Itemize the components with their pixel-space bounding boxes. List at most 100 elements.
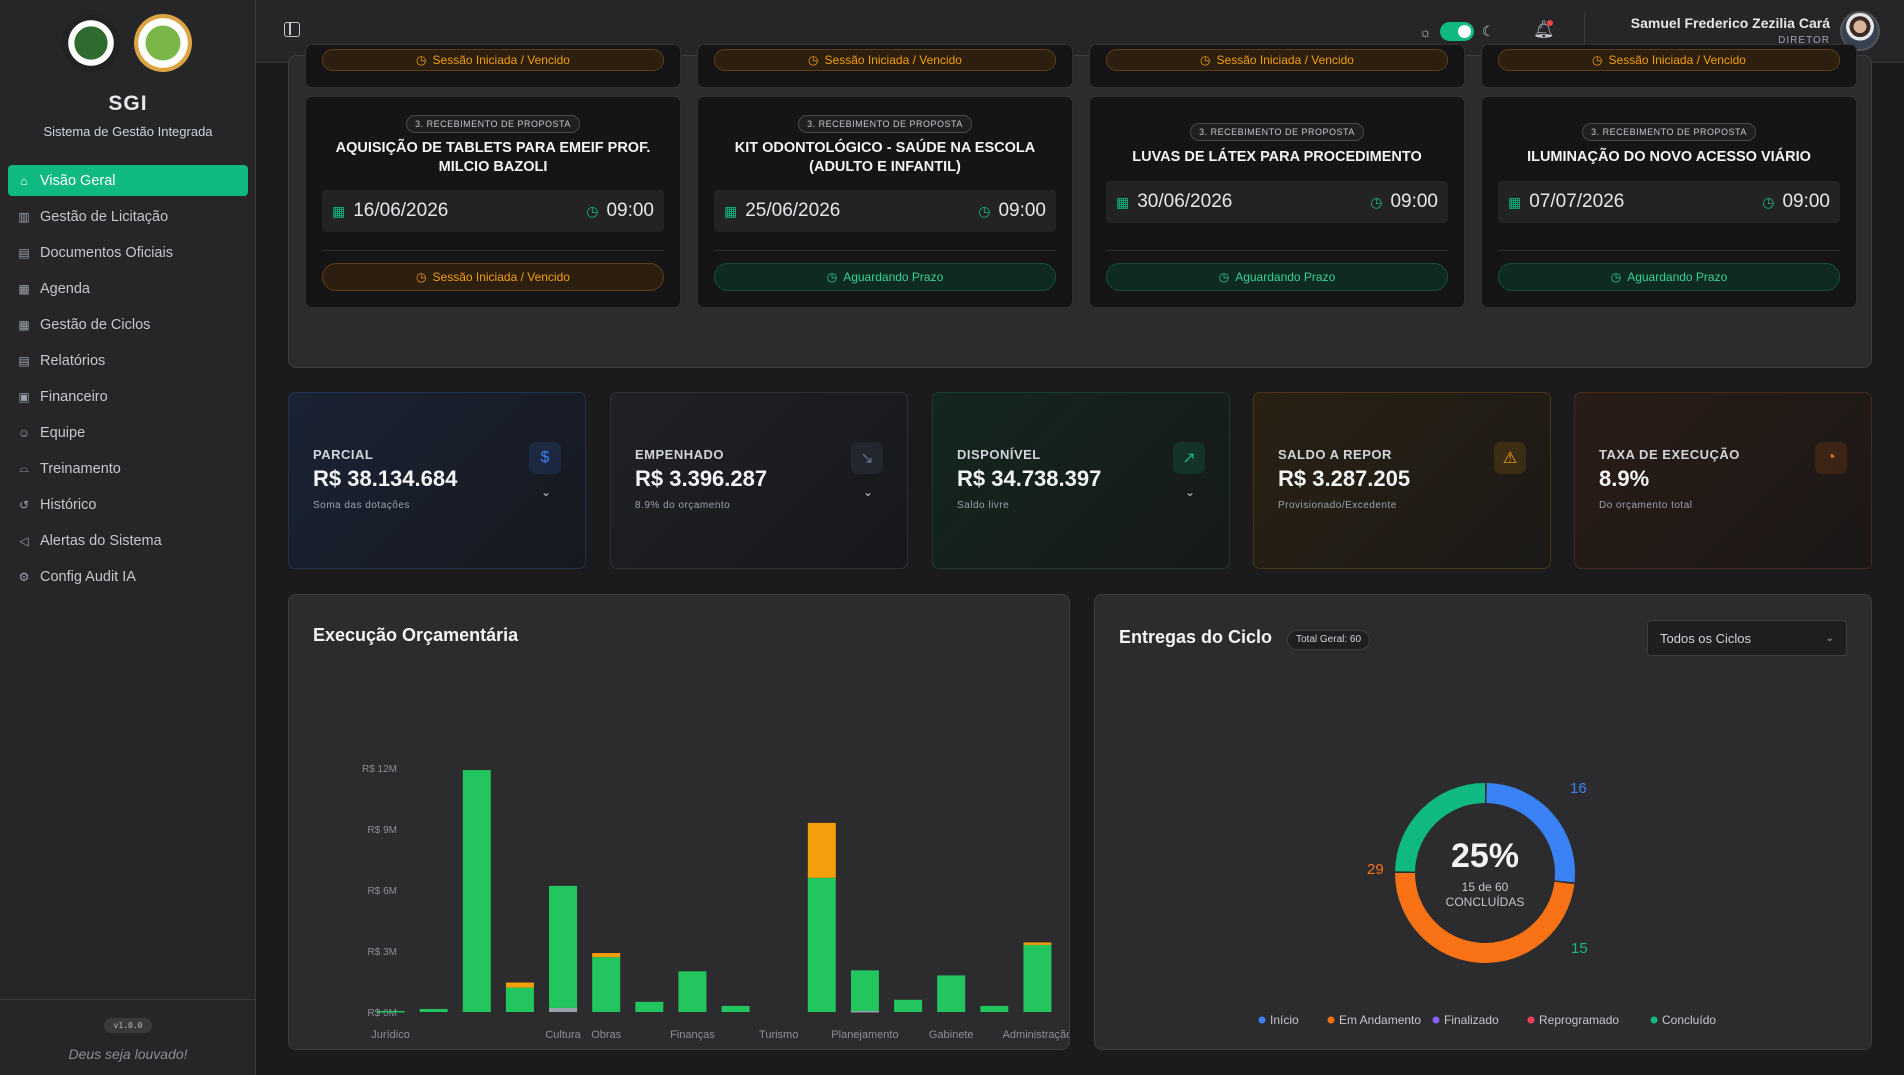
sidebar-item-1[interactable]: ▥ Gestão de Licitação	[8, 201, 248, 232]
divider	[1498, 250, 1840, 251]
slice-value-label: 29	[1367, 861, 1384, 878]
sidebar-item-3[interactable]: ▦ Agenda	[8, 273, 248, 304]
date-text: 07/07/2026	[1529, 191, 1625, 212]
sidebar-item-10[interactable]: ◁ Alertas do Sistema	[8, 525, 248, 556]
session-card[interactable]: 3. RECEBIMENTO DE PROPOSTA AQUISIÇÃO DE T…	[305, 96, 681, 308]
session-card[interactable]: 3. RECEBIMENTO DE PROPOSTA ILUMINAÇÃO DO …	[1481, 96, 1857, 308]
legend-label[interactable]: Reprogramado	[1539, 1013, 1619, 1027]
bar-disponível[interactable]	[721, 1005, 750, 1012]
bar-disponível[interactable]	[1023, 944, 1052, 1012]
sidebar-item-label: Gestão de Ciclos	[40, 316, 151, 333]
stat-card-dispon-vel[interactable]: DISPONÍVEL R$ 34.738.397 Saldo livre ↗ ⌄	[932, 392, 1230, 569]
bar-a-repor[interactable]	[807, 822, 836, 878]
phase-text: 3. RECEBIMENTO DE PROPOSTA	[1190, 123, 1364, 141]
bar-disponível[interactable]	[462, 770, 491, 1012]
stat-subtitle: Provisionado/Excedente	[1278, 500, 1397, 511]
chart-icon: ▥	[18, 209, 30, 224]
deliveries-panel: Entregas do Ciclo Total Geral: 60 Todos …	[1094, 594, 1872, 1050]
sidebar-item-9[interactable]: ↺ Histórico	[8, 489, 248, 520]
sidebar-item-4[interactable]: ▦ Gestão de Ciclos	[8, 309, 248, 340]
city-crest-logo	[62, 14, 120, 72]
status-text: Aguardando Prazo	[1627, 270, 1728, 284]
graduation-icon: ⌓	[19, 461, 29, 475]
bar-disponível[interactable]	[419, 1008, 448, 1012]
x-tick-label: Gabinete	[929, 1029, 974, 1041]
stat-card-empenhado[interactable]: EMPENHADO R$ 3.396.287 8.9% do orçamento ↘ ⌄	[610, 392, 908, 569]
clock-icon: ◷	[826, 270, 838, 284]
date-text: 25/06/2026	[745, 200, 841, 221]
bar-disponível[interactable]	[850, 970, 879, 1011]
time-text: 09:00	[1390, 191, 1438, 212]
bar-disponível[interactable]	[592, 957, 621, 1012]
stat-subtitle: Do orçamento total	[1599, 500, 1693, 511]
status-text: Aguardando Prazo	[1235, 270, 1336, 284]
date-text: 16/06/2026	[353, 200, 449, 221]
sidebar-item-label: Financeiro	[40, 388, 108, 405]
bar-disponível[interactable]	[807, 877, 836, 1012]
sidebar-item-label: Agenda	[40, 280, 90, 297]
clock-icon: ◷	[416, 270, 427, 284]
warning-icon: ⚠	[1494, 442, 1526, 474]
bar-disponível[interactable]	[937, 975, 966, 1012]
bar-disponível[interactable]	[505, 987, 534, 1012]
legend-label[interactable]: Finalizado	[1444, 1013, 1499, 1027]
legend-label[interactable]: Início	[1270, 1013, 1299, 1027]
bar-empenhado[interactable]	[549, 1007, 578, 1012]
phase-text: 3. RECEBIMENTO DE PROPOSTA	[1582, 123, 1756, 141]
bar-disponível[interactable]	[980, 1005, 1009, 1012]
sidebar-item-7[interactable]: ☺ Equipe	[8, 417, 248, 448]
sidebar-item-label: Visão Geral	[40, 172, 116, 189]
bar-disponível[interactable]	[635, 1001, 664, 1012]
session-datetime: ▦ 16/06/2026 ◷ 09:00	[322, 190, 664, 232]
legend-dot	[1650, 1016, 1658, 1024]
clock-icon: ◷	[1762, 193, 1775, 210]
bar-disponível[interactable]	[678, 971, 707, 1012]
theme-switcher: ☼ ☾	[1419, 22, 1494, 41]
wallet-icon: ▣	[18, 389, 30, 404]
chevron-down-icon[interactable]: ⌄	[1184, 485, 1195, 499]
sidebar-item-6[interactable]: ▣ Financeiro	[8, 381, 248, 412]
x-tick-label: Cultura	[545, 1029, 581, 1041]
sidebar-item-11[interactable]: ⚙ Config Audit IA	[8, 561, 248, 592]
deliveries-title: Entregas do Ciclo	[1119, 627, 1273, 647]
document-icon: ▤	[18, 353, 30, 368]
phase-badge: 3. RECEBIMENTO DE PROPOSTA	[698, 114, 1072, 133]
sidebar-item-0[interactable]: ⌂ Visão Geral	[8, 165, 248, 196]
sidebar-nav: ⌂ Visão Geral ▥ Gestão de Licitação ▤ Documen…	[8, 165, 248, 597]
donut-slice-em-andamento[interactable]	[1395, 873, 1575, 964]
cycle-select[interactable]: Todos os Ciclos ⌄	[1647, 620, 1847, 656]
bar-disponível[interactable]	[894, 999, 923, 1012]
sidebar-item-8[interactable]: ⌓ Treinamento	[8, 453, 248, 484]
phase-badge: 3. RECEBIMENTO DE PROPOSTA	[1482, 122, 1856, 141]
sidebar-item-2[interactable]: ▤ Documentos Oficiais	[8, 237, 248, 268]
sidebar-item-5[interactable]: ▤ Relatórios	[8, 345, 248, 376]
donut-slice-concluído[interactable]	[1395, 783, 1485, 872]
stat-card-parcial[interactable]: PARCIAL R$ 38.134.684 Soma das dotações $ ⌄	[288, 392, 586, 569]
sidebar-toggle-icon[interactable]	[284, 22, 300, 37]
bar-a-repor[interactable]	[505, 982, 534, 988]
bar-disponível[interactable]	[549, 885, 578, 1008]
bar-a-repor[interactable]	[1023, 942, 1052, 945]
sidebar-item-label: Equipe	[40, 424, 86, 441]
sidebar-item-label: Relatórios	[40, 352, 106, 369]
theme-toggle[interactable]	[1439, 22, 1474, 41]
chevron-down-icon[interactable]: ⌄	[862, 485, 873, 499]
chevron-down-icon[interactable]: ⌄	[540, 485, 551, 499]
session-card[interactable]: 3. RECEBIMENTO DE PROPOSTA LUVAS DE LÁTEX…	[1089, 96, 1465, 308]
bar-disponível[interactable]	[376, 1010, 405, 1013]
bar-a-repor[interactable]	[592, 953, 621, 958]
legend-label[interactable]: Concluído	[1662, 1013, 1716, 1027]
status-pill: ◷ Sessão Iniciada / Vencido	[1106, 49, 1448, 71]
donut-slice-início[interactable]	[1486, 783, 1575, 883]
stat-card-saldo-a-repor: SALDO A REPOR R$ 3.287.205 Provisionado/Ex…	[1253, 392, 1551, 569]
status-text: Sessão Iniciada / Vencido	[824, 53, 962, 67]
status-pill: ◷ Aguardando Prazo	[1106, 263, 1448, 291]
calendar-icon: ▦	[1508, 193, 1522, 210]
session-card[interactable]: 3. RECEBIMENTO DE PROPOSTA KIT ODONTOLÓGI…	[697, 96, 1073, 308]
trending-down-icon: ↘	[851, 442, 883, 474]
stat-value: R$ 34.738.397	[957, 466, 1102, 491]
stat-subtitle: Soma das dotações	[313, 500, 410, 511]
legend-label[interactable]: Em Andamento	[1339, 1013, 1421, 1027]
bar-empenhado[interactable]	[850, 1010, 879, 1013]
time-text: 09:00	[1782, 191, 1830, 212]
